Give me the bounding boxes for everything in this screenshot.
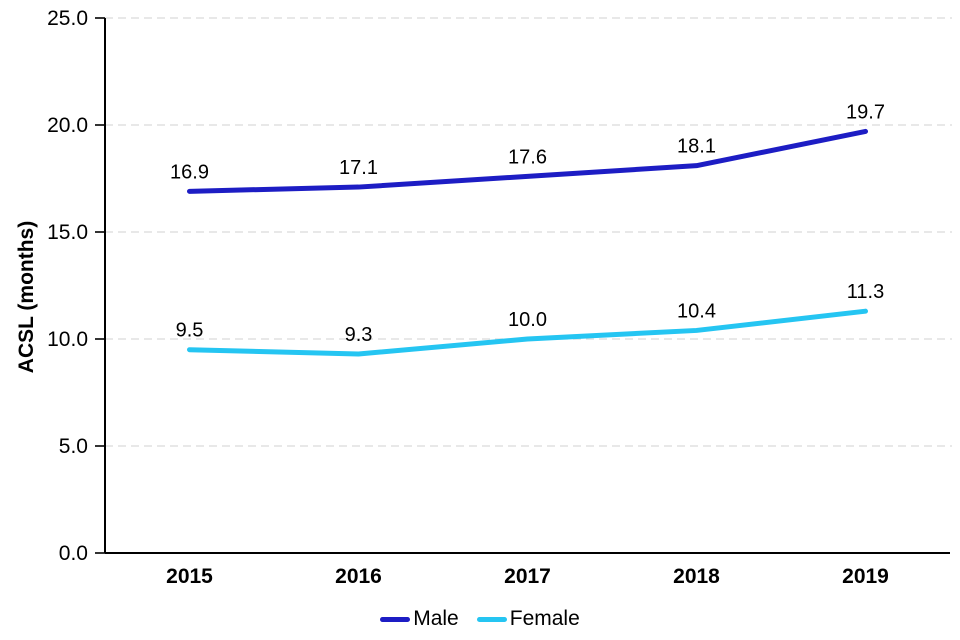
- data-label-female: 9.3: [345, 324, 373, 346]
- x-axis-label: 2019: [842, 565, 889, 588]
- legend-item-male: Male: [380, 607, 459, 631]
- y-axis-tick-label: 25.0: [47, 7, 88, 30]
- y-axis-tick-label: 15.0: [47, 221, 88, 244]
- legend-swatch-male-line-icon: [380, 616, 411, 622]
- legend: Male Female: [0, 607, 960, 631]
- y-axis-tick-label: 5.0: [59, 435, 88, 458]
- data-label-male: 19.7: [846, 101, 885, 123]
- data-label-female: 11.3: [847, 281, 884, 303]
- x-axis-label: 2017: [504, 565, 551, 588]
- x-axis-label: 2016: [335, 565, 382, 588]
- y-axis-title: ACSL (months): [15, 220, 38, 374]
- legend-item-female: Female: [476, 607, 580, 631]
- series-line-male: [187, 128, 868, 194]
- legend-swatch-female-line-icon: [476, 616, 507, 622]
- y-axis-tick-label: 20.0: [47, 114, 88, 137]
- x-axis-label: 2015: [166, 565, 213, 588]
- data-label-male: 17.6: [508, 146, 547, 168]
- data-label-female: 10.0: [508, 309, 547, 331]
- data-label-female: 9.5: [176, 320, 204, 342]
- data-label-male: 16.9: [170, 161, 209, 183]
- data-label-male: 17.1: [339, 157, 378, 179]
- series-line-female: [187, 308, 868, 357]
- legend-label-male: Male: [413, 607, 459, 630]
- legend-label-female: Female: [509, 607, 580, 630]
- data-label-female: 10.4: [677, 300, 716, 322]
- data-label-male: 18.1: [677, 136, 716, 158]
- x-axis-label: 2018: [673, 565, 720, 588]
- y-axis-tick-label: 10.0: [47, 328, 88, 351]
- y-axis-tick-label: 0.0: [59, 542, 88, 565]
